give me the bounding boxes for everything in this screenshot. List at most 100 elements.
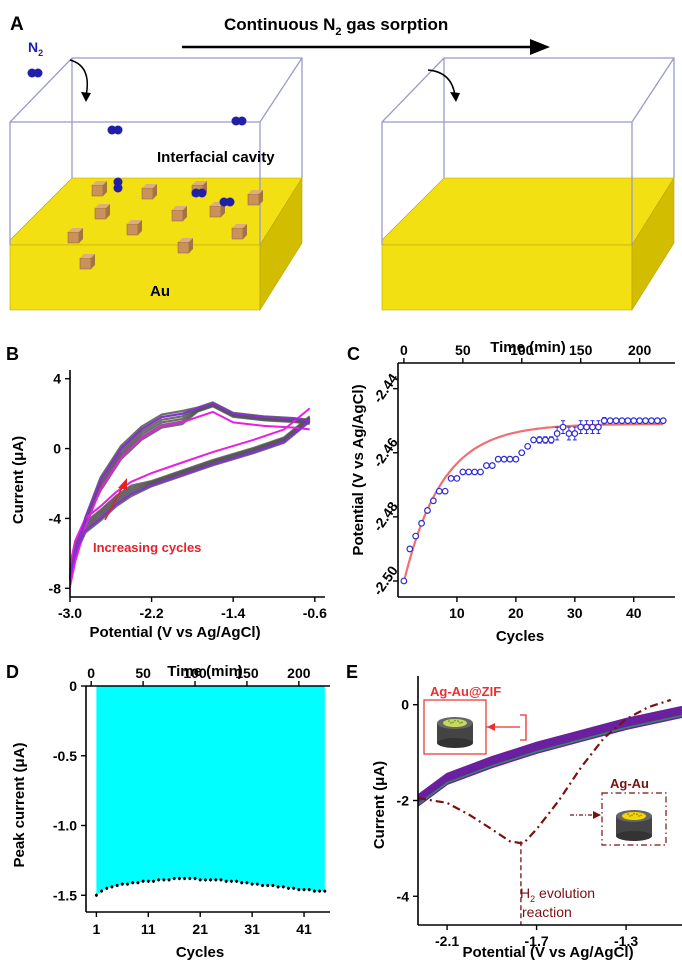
d-data-point [276,885,280,889]
left-zif-cube [79,257,92,270]
d-data-point [261,883,265,887]
d-data-point [141,879,145,883]
agau-label: Ag-Au [610,776,649,791]
c-x-tick-label: 10 [449,605,465,621]
c-data-point [424,507,431,514]
d-x-tick-label: 41 [296,921,312,937]
panel-a: A Continuous N2 gas sorption N2 Interfac… [9,14,675,312]
c-data-point [471,468,479,476]
c-data-point [600,417,608,425]
increasing-cycles-arrowhead [118,478,127,490]
e-zif-curve [417,710,682,802]
d-data-point [229,879,233,883]
d-x-tick-label: 11 [141,921,156,937]
panel-c-xlabel: Cycles [496,628,544,645]
e-x-tick-label: -2.1 [435,933,459,949]
d-y-tick-label: 0 [69,678,77,694]
panel-e-chart: -2.1 -1.7 -1.3 -4 -2 0 Potential (V vs Ag/AgC… [371,676,682,961]
her-curves [417,698,682,925]
e-y-tick-label: -4 [397,888,410,904]
d-top-tick-label: 100 [183,665,207,681]
c-data-point [494,455,502,463]
left-zif-cube [67,231,80,244]
d-area-fill [96,686,325,896]
d-data-point [235,879,239,883]
d-top-tick-label: 200 [287,665,311,681]
e-zif-curve-inner [417,714,682,805]
left-zif-cube-side [138,220,142,235]
d-data-point [126,882,130,886]
c-data-point [606,417,614,425]
c-data-point [500,455,508,463]
d-data-point [219,878,223,882]
increasing-cycles-label: Increasing cycles [93,540,201,555]
right-frame-top [382,57,675,123]
c-fit-curve [402,423,664,583]
b-y-tick-label: 4 [53,371,61,387]
c-data-point [512,455,520,463]
c-top-tick-label: 0 [400,342,408,358]
panel-b-letter: B [6,344,19,364]
right-gold-side [631,176,675,312]
d-data-point [240,881,244,885]
c-data-point [465,468,473,476]
n2-label: N2 [28,39,43,58]
left-zif-cube-side [91,254,95,269]
e-y-tick-label: 0 [401,697,409,713]
left-zif-cube-side [79,228,83,243]
zif-electrode-base [437,738,473,748]
d-data-point [255,882,259,886]
d-y-tick-label: -1.0 [53,818,77,834]
d-data-point [188,877,192,881]
c-data-point [524,442,532,450]
d-data-point [302,888,306,892]
c-data-point [459,468,467,476]
left-n2-atom [225,197,235,207]
c-data-point [453,474,461,482]
left-zif-cube-top [68,228,83,232]
cv-first-reverse [69,410,310,587]
left-gold-side [259,176,303,312]
e-zif-curve [417,708,682,800]
left-zif-cube [94,207,107,220]
left-zif-cube [177,241,190,254]
c-data-point [653,417,661,425]
d-data-point [183,877,187,881]
c-data-point [477,468,484,476]
agau-inset-box [601,792,667,846]
c-data-point [483,462,490,469]
panel-d-ylabel: Peak current (μA) [11,742,28,867]
c-data-point [618,417,626,425]
c-data-point [612,417,620,425]
d-data-point [203,878,207,882]
d-data-point [209,878,213,882]
e-x-tick-label: -1.7 [525,933,549,949]
zif-electrode-dot [448,720,450,723]
d-data-point [172,877,176,881]
zif-label: Ag-Au@ZIF [430,684,501,699]
c-data-point [447,474,455,482]
agau-electrode-dot [629,815,631,817]
cavity-label: Interfacial cavity [157,149,275,166]
cv-last-forward [69,419,311,578]
d-data-point [100,889,104,893]
c-data-point [506,455,514,463]
zif-electrode-dot [452,721,454,724]
left-zif-cube-top [172,206,187,210]
d-data-point [131,881,135,885]
d-top-tick-label: 50 [135,665,151,681]
zif-pointer-head [487,723,495,731]
left-n2-atom [113,183,123,193]
potential-scatter [400,416,667,585]
b-y-tick-label: 0 [53,441,61,457]
c-data-point [577,423,585,431]
d-top-tick-label: 0 [87,665,95,681]
c-data-point [583,423,590,431]
left-zif-cube-side [243,224,247,239]
c-data-point [541,436,549,444]
cv-last-reverse [69,402,310,578]
panel-b-chart: -3.0 -2.2 -1.4 -0.6 -8 -4 0 4 Increasing cycles… [10,370,327,641]
c-data-point [441,487,449,495]
panel-c-ylabel: Potential (V vs Ag/AgCl) [350,384,367,555]
c-data-point [412,532,420,540]
